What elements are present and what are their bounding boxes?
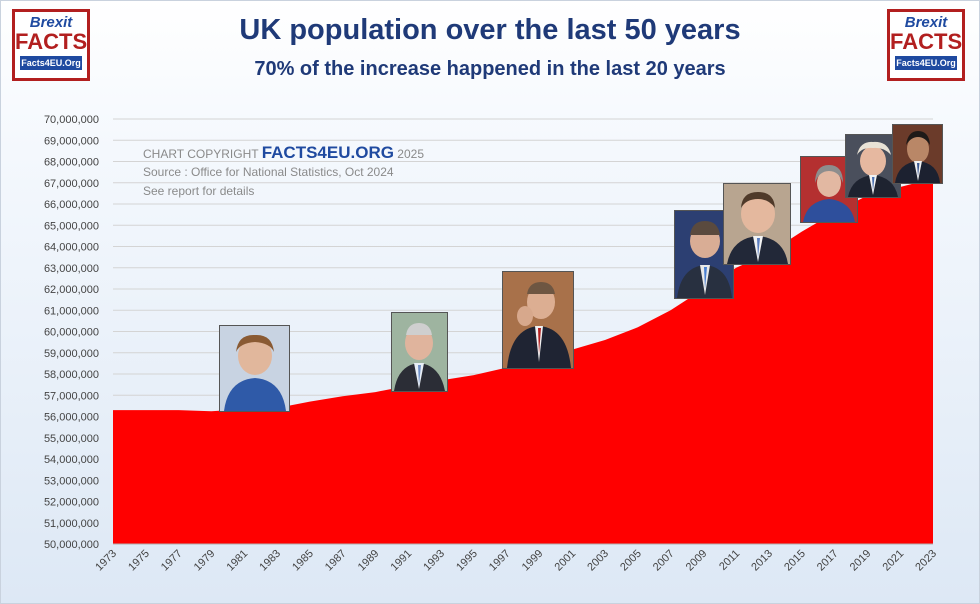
x-tick-label: 1991: [389, 548, 415, 574]
boris-johnson-photo: [845, 134, 901, 198]
margaret-thatcher-photo: [219, 325, 290, 412]
y-tick-label: 67,000,000: [44, 178, 99, 190]
population-area-series: [113, 178, 933, 544]
x-tick-label: 2015: [782, 548, 808, 574]
x-tick-label: 2021: [881, 548, 907, 574]
y-tick-label: 60,000,000: [44, 327, 99, 339]
x-tick-label: 2005: [618, 548, 644, 574]
y-tick-label: 54,000,000: [44, 454, 99, 466]
y-tick-label: 62,000,000: [44, 284, 99, 296]
y-tick-label: 68,000,000: [44, 157, 99, 169]
david-cameron-photo: [723, 183, 791, 265]
y-tick-label: 58,000,000: [44, 369, 99, 381]
logo-line2: FACTS: [890, 29, 963, 54]
y-tick-label: 57,000,000: [44, 390, 99, 402]
logo-line2: FACTS: [15, 29, 88, 54]
chart-subtitle: 70% of the increase happened in the last…: [254, 58, 726, 80]
y-tick-label: 56,000,000: [44, 412, 99, 424]
chart-title: UK population over the last 50 years: [239, 14, 741, 46]
y-tick-label: 61,000,000: [44, 305, 99, 317]
y-tick-label: 69,000,000: [44, 135, 99, 147]
x-tick-label: 2009: [684, 548, 710, 574]
y-tick-label: 65,000,000: [44, 220, 99, 232]
logo-line1: Brexit: [904, 14, 948, 31]
copyright-note: CHART COPYRIGHT FACTS4EU.ORG 2025: [143, 143, 424, 163]
x-tick-label: 1977: [159, 548, 185, 574]
x-tick-label: 2017: [815, 548, 841, 574]
x-tick-label: 2013: [749, 548, 775, 574]
y-tick-label: 63,000,000: [44, 263, 99, 275]
y-tick-label: 52,000,000: [44, 497, 99, 509]
x-tick-label: 1985: [290, 548, 316, 574]
x-tick-label: 2023: [913, 548, 939, 574]
y-tick-label: 70,000,000: [44, 114, 99, 126]
x-tick-label: 1987: [323, 548, 349, 574]
x-tick-label: 1981: [225, 548, 251, 574]
copyright-brand: FACTS4EU.ORG: [261, 143, 394, 162]
x-tick-label: 2007: [651, 548, 677, 574]
y-tick-label: 51,000,000: [44, 518, 99, 530]
x-tick-label: 1975: [126, 548, 152, 574]
brexit-facts-logo-left: Brexit FACTS Facts4EU.Org: [12, 9, 90, 81]
logo-line3: Facts4EU.Org: [895, 56, 957, 70]
x-tick-label: 1997: [487, 548, 513, 574]
tony-blair-photo: [502, 271, 574, 369]
y-tick-label: 66,000,000: [44, 199, 99, 211]
x-tick-label: 2003: [585, 548, 611, 574]
logo-line1: Brexit: [29, 14, 73, 31]
x-tick-label: 1979: [192, 548, 218, 574]
rishi-sunak-photo: [892, 124, 943, 184]
x-tick-label: 2011: [717, 548, 742, 573]
x-tick-label: 1995: [454, 548, 480, 574]
x-tick-label: 1999: [520, 548, 546, 574]
y-tick-label: 53,000,000: [44, 475, 99, 487]
y-tick-label: 59,000,000: [44, 348, 99, 360]
x-tick-label: 1983: [257, 548, 283, 574]
john-major-photo: [391, 312, 448, 392]
x-tick-label: 2019: [848, 548, 874, 574]
x-tick-label: 2001: [553, 548, 579, 574]
y-tick-label: 64,000,000: [44, 242, 99, 254]
x-tick-label: 1989: [356, 548, 382, 574]
copyright-year: 2025: [397, 147, 424, 161]
x-tick-label: 1973: [93, 548, 119, 574]
logo-line3: Facts4EU.Org: [20, 56, 82, 70]
copyright-prefix: CHART COPYRIGHT: [143, 147, 259, 161]
brexit-facts-logo-right: Brexit FACTS Facts4EU.Org: [887, 9, 965, 81]
y-tick-label: 50,000,000: [44, 539, 99, 551]
details-note: See report for details: [143, 184, 255, 198]
source-note: Source : Office for National Statistics,…: [143, 165, 394, 179]
x-tick-label: 1993: [421, 548, 447, 574]
y-tick-label: 55,000,000: [44, 433, 99, 445]
